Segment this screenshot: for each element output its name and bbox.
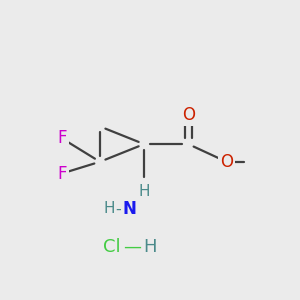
Text: F: F [57,165,66,183]
Text: H: H [143,238,157,256]
Text: H: H [103,201,115,216]
Text: F: F [57,129,66,147]
Text: N: N [122,200,136,218]
Text: —: — [123,238,141,256]
Text: H: H [138,184,150,199]
Text: Cl: Cl [103,238,121,256]
Text: O: O [220,153,233,171]
Text: O: O [182,106,195,124]
Text: –: – [115,201,123,216]
